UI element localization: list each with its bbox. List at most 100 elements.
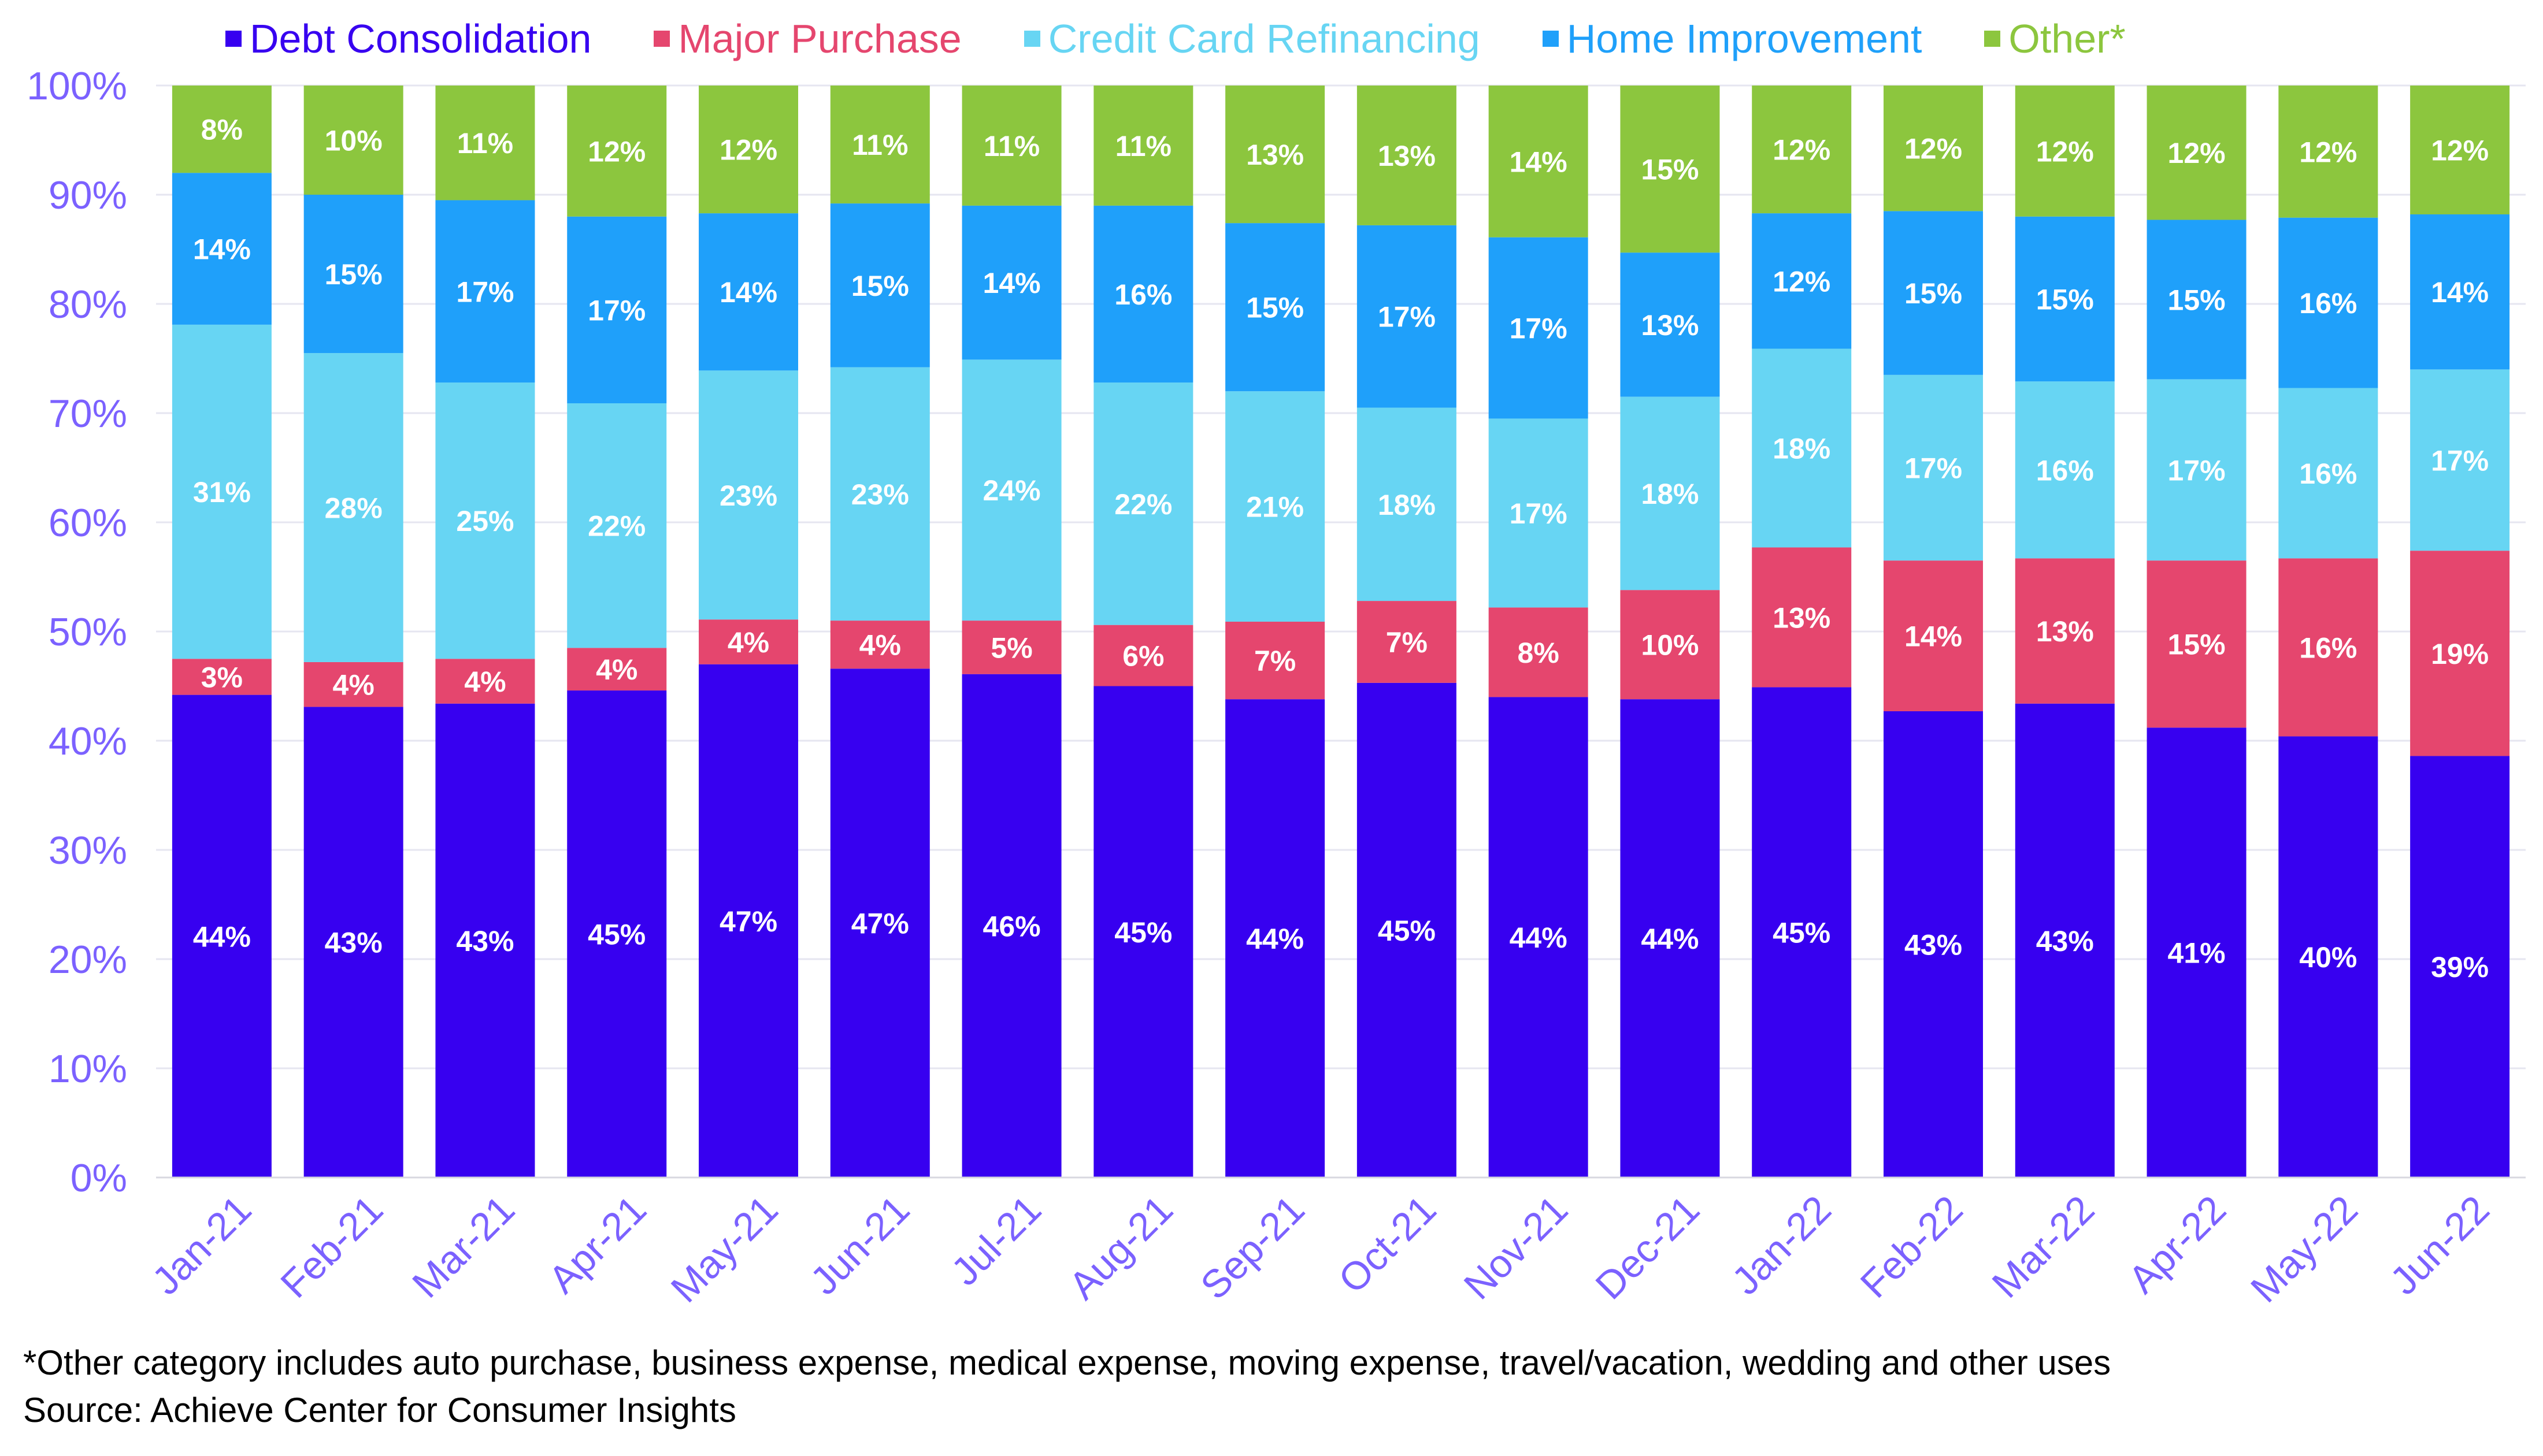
data-label: 13% <box>2036 615 2094 648</box>
data-label: 15% <box>1246 292 1304 324</box>
bar-segment-other <box>2147 86 2247 220</box>
bar-segment-major-purchase <box>2410 551 2510 756</box>
bar-segment-other <box>2015 86 2115 217</box>
data-label: 13% <box>1246 139 1304 171</box>
bar-segment-debt-consolidation <box>1093 686 1193 1178</box>
bar-segment-other <box>2410 86 2510 215</box>
legend-item: Major Purchase <box>654 16 962 62</box>
bar-segment-other <box>172 86 272 173</box>
bar-segment-debt-consolidation <box>1884 711 1983 1178</box>
data-label: 44% <box>193 920 251 953</box>
bar-segment-home-improvement <box>567 216 667 403</box>
bar-segment-other <box>699 86 798 214</box>
bar-segment-major-purchase <box>1884 560 1983 711</box>
bar-segment-credit-card-refinancing <box>2015 381 2115 559</box>
data-label: 12% <box>1773 265 1830 298</box>
y-tick-label: 50% <box>49 610 127 654</box>
data-label: 24% <box>983 474 1041 507</box>
data-label: 3% <box>201 661 243 693</box>
bar-segment-home-improvement <box>830 203 930 367</box>
data-label: 15% <box>2168 629 2226 661</box>
data-label: 8% <box>201 114 243 146</box>
data-label: 15% <box>851 270 909 302</box>
data-label: 14% <box>193 233 251 266</box>
bar-segment-home-improvement <box>172 173 272 325</box>
bar-segment-other <box>567 86 667 217</box>
data-label: 7% <box>1386 626 1428 659</box>
bar-segment-major-purchase <box>567 648 667 691</box>
data-label: 44% <box>1510 922 1567 954</box>
data-label: 10% <box>325 125 383 157</box>
bar-segment-other <box>1884 86 1983 211</box>
data-label: 12% <box>588 135 646 168</box>
data-label: 43% <box>1904 928 1962 961</box>
bar-segment-major-purchase <box>1225 621 1325 700</box>
bar-segment-major-purchase <box>172 659 272 695</box>
bar-segment-credit-card-refinancing <box>2410 369 2510 551</box>
data-label: 16% <box>2299 287 2357 320</box>
bar-segment-other <box>1225 86 1325 224</box>
data-label: 12% <box>1773 134 1830 166</box>
x-tick-label: Aug-21 <box>1061 1187 1181 1308</box>
data-label: 4% <box>333 669 375 701</box>
data-label: 17% <box>2168 454 2226 486</box>
bar-segment-credit-card-refinancing <box>962 359 1062 621</box>
data-label: 23% <box>851 478 909 511</box>
bar-segment-credit-card-refinancing <box>2147 379 2247 561</box>
data-label: 23% <box>720 480 777 512</box>
data-label: 17% <box>456 276 514 308</box>
legend-swatch <box>1984 31 2001 47</box>
bar-segment-credit-card-refinancing <box>1356 407 1456 601</box>
data-label: 11% <box>1115 130 1172 162</box>
x-tick-label: Jan-22 <box>1723 1187 1840 1303</box>
data-label: 11% <box>984 130 1040 162</box>
data-label: 15% <box>2168 284 2226 316</box>
bar-segment-home-improvement <box>1884 211 1983 375</box>
bar-segment-home-improvement <box>1356 225 1456 408</box>
bar-segment-credit-card-refinancing <box>1752 348 1852 548</box>
legend-swatch <box>1542 31 1559 47</box>
data-label: 15% <box>2036 283 2094 315</box>
data-label: 10% <box>1641 629 1699 662</box>
bar-segment-debt-consolidation <box>435 703 535 1178</box>
bar-segment-credit-card-refinancing <box>1093 382 1193 625</box>
data-label: 18% <box>1641 478 1699 510</box>
bar-segment-home-improvement <box>435 200 535 383</box>
bar-segment-credit-card-refinancing <box>1884 374 1983 561</box>
x-tick-label: Jan-21 <box>144 1187 260 1303</box>
data-label: 13% <box>1378 140 1436 172</box>
data-label: 16% <box>2299 632 2357 664</box>
data-label: 45% <box>1114 916 1172 949</box>
data-label: 39% <box>2431 951 2489 983</box>
data-label: 14% <box>1904 621 1962 653</box>
bar-segment-other <box>1620 86 1720 253</box>
y-tick-label: 30% <box>49 829 127 872</box>
bar-segment-other <box>2278 86 2378 218</box>
bar-segment-major-purchase <box>1093 625 1193 686</box>
bar-segment-major-purchase <box>1356 601 1456 683</box>
data-label: 45% <box>588 919 646 951</box>
bar-segment-home-improvement <box>1093 205 1193 383</box>
bar-segment-debt-consolidation <box>830 668 930 1178</box>
data-label: 7% <box>1254 645 1296 677</box>
y-tick-label: 100% <box>27 64 127 108</box>
data-label: 46% <box>983 910 1041 942</box>
chart-footnote: *Other category includes auto purchase, … <box>23 1339 2111 1434</box>
data-label: 17% <box>1378 301 1436 333</box>
bar-segment-major-purchase <box>1488 607 1588 697</box>
bar-segment-other <box>1093 86 1193 206</box>
bar-segment-debt-consolidation <box>172 694 272 1178</box>
data-label: 12% <box>2036 135 2094 168</box>
bar-segment-credit-card-refinancing <box>699 370 798 620</box>
bar-segment-home-improvement <box>1488 237 1588 419</box>
footnote-source: Source: Achieve Center for Consumer Insi… <box>23 1391 736 1429</box>
bar-segment-home-improvement <box>2278 217 2378 388</box>
data-label: 4% <box>464 666 506 698</box>
bar-segment-home-improvement <box>962 205 1062 360</box>
data-label: 47% <box>851 908 909 940</box>
y-tick-label: 40% <box>49 719 127 763</box>
bar-segment-credit-card-refinancing <box>303 353 403 662</box>
data-label: 15% <box>325 258 383 291</box>
data-label: 12% <box>720 134 777 166</box>
data-label: 6% <box>1122 640 1164 673</box>
